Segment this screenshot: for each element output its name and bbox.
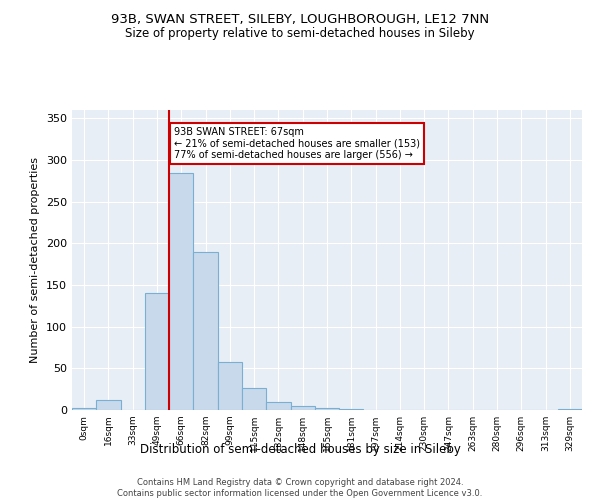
Bar <box>169 172 193 410</box>
Text: 93B SWAN STREET: 67sqm
← 21% of semi-detached houses are smaller (153)
77% of se: 93B SWAN STREET: 67sqm ← 21% of semi-det… <box>174 126 420 160</box>
Bar <box>266 402 290 410</box>
Bar <box>339 409 364 410</box>
Text: 93B, SWAN STREET, SILEBY, LOUGHBOROUGH, LE12 7NN: 93B, SWAN STREET, SILEBY, LOUGHBOROUGH, … <box>111 12 489 26</box>
Bar <box>72 408 96 410</box>
Bar <box>96 400 121 410</box>
Text: Distribution of semi-detached houses by size in Sileby: Distribution of semi-detached houses by … <box>140 442 460 456</box>
Bar <box>242 388 266 410</box>
Bar <box>193 252 218 410</box>
Bar <box>558 409 582 410</box>
Bar <box>290 406 315 410</box>
Y-axis label: Number of semi-detached properties: Number of semi-detached properties <box>31 157 40 363</box>
Bar <box>218 362 242 410</box>
Bar <box>315 408 339 410</box>
Text: Contains HM Land Registry data © Crown copyright and database right 2024.
Contai: Contains HM Land Registry data © Crown c… <box>118 478 482 498</box>
Text: Size of property relative to semi-detached houses in Sileby: Size of property relative to semi-detach… <box>125 28 475 40</box>
Bar <box>145 294 169 410</box>
